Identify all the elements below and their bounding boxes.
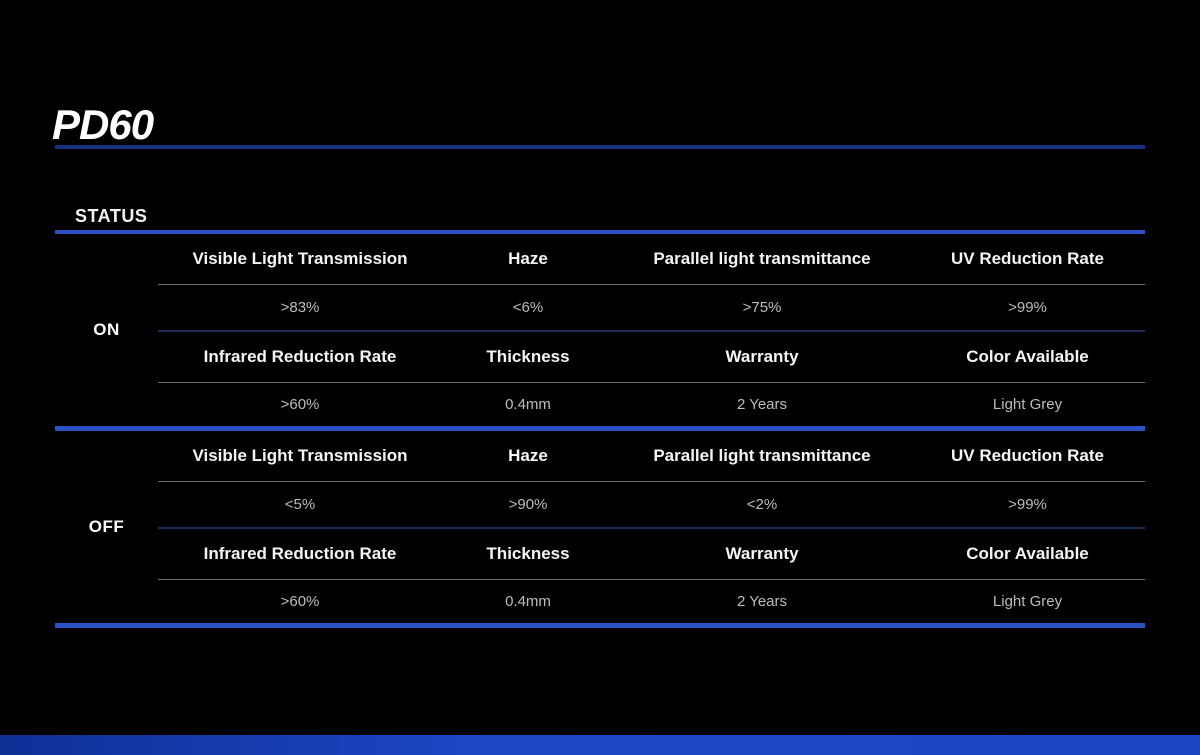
header-cell: Visible Light Transmission bbox=[192, 249, 408, 268]
state-label-on: ON bbox=[93, 320, 120, 339]
section-divider-blue bbox=[55, 426, 1145, 431]
header-cell: Visible Light Transmission bbox=[192, 446, 408, 465]
value-cell: 2 Years bbox=[736, 396, 788, 413]
value-row: <5% >90% <2% >99% bbox=[158, 482, 1145, 527]
row-divider-navy bbox=[158, 527, 1145, 529]
header-cell: Color Available bbox=[966, 544, 1089, 563]
value-cell: 0.4mm bbox=[505, 396, 551, 413]
title-underline-divider bbox=[55, 145, 1145, 149]
header-cell: Haze bbox=[508, 249, 548, 268]
status-underline-divider bbox=[55, 230, 1145, 234]
value-cell: >75% bbox=[742, 299, 782, 316]
header-cell: Thickness bbox=[486, 347, 570, 366]
header-cell: Warranty bbox=[725, 544, 799, 563]
header-cell: Thickness bbox=[486, 544, 570, 563]
value-cell: Light Grey bbox=[992, 396, 1063, 413]
bottom-accent-bar bbox=[0, 735, 1200, 755]
page-title: PD60 bbox=[52, 101, 154, 148]
header-cell: UV Reduction Rate bbox=[950, 249, 1105, 268]
value-cell: <2% bbox=[746, 496, 778, 513]
spec-section-off-content: Visible Light Transmission Haze Parallel… bbox=[158, 431, 1145, 623]
value-cell: 2 Years bbox=[736, 593, 788, 610]
state-label-off: OFF bbox=[88, 517, 125, 536]
table-bottom-divider-blue bbox=[55, 623, 1145, 628]
header-cell: Infrared Reduction Rate bbox=[203, 347, 397, 366]
value-cell: >90% bbox=[508, 496, 548, 513]
value-cell: <5% bbox=[284, 496, 316, 513]
header-cell: Infrared Reduction Rate bbox=[203, 544, 397, 563]
value-row: >60% 0.4mm 2 Years Light Grey bbox=[158, 580, 1145, 623]
spec-table: ON Visible Light Transmission Haze Paral… bbox=[55, 234, 1145, 628]
spec-section-on: ON Visible Light Transmission Haze Paral… bbox=[55, 234, 1145, 426]
value-cell: >60% bbox=[280, 396, 320, 413]
header-cell: Parallel light transmittance bbox=[653, 446, 871, 465]
row-divider-gray bbox=[158, 481, 1145, 482]
header-cell: UV Reduction Rate bbox=[950, 446, 1105, 465]
value-cell: Light Grey bbox=[992, 593, 1063, 610]
value-cell: >60% bbox=[280, 593, 320, 610]
value-cell: 0.4mm bbox=[505, 593, 551, 610]
row-divider-navy bbox=[158, 330, 1145, 332]
header-row: Infrared Reduction Rate Thickness Warran… bbox=[158, 332, 1145, 382]
header-cell: Haze bbox=[508, 446, 548, 465]
value-row: >83% <6% >75% >99% bbox=[158, 285, 1145, 330]
header-cell: Parallel light transmittance bbox=[653, 249, 871, 268]
header-cell: Warranty bbox=[725, 347, 799, 366]
spec-section-off: OFF Visible Light Transmission Haze Para… bbox=[55, 431, 1145, 623]
header-row: Visible Light Transmission Haze Parallel… bbox=[158, 431, 1145, 481]
value-row: >60% 0.4mm 2 Years Light Grey bbox=[158, 383, 1145, 426]
value-cell: >83% bbox=[280, 299, 320, 316]
header-row: Infrared Reduction Rate Thickness Warran… bbox=[158, 529, 1145, 579]
row-divider-gray bbox=[158, 382, 1145, 383]
status-heading: STATUS bbox=[75, 206, 148, 226]
row-divider-gray bbox=[158, 284, 1145, 285]
spec-section-on-content: Visible Light Transmission Haze Parallel… bbox=[158, 234, 1145, 426]
row-divider-gray bbox=[158, 579, 1145, 580]
value-cell: <6% bbox=[512, 299, 544, 316]
value-cell: >99% bbox=[1008, 496, 1047, 513]
value-cell: >99% bbox=[1008, 299, 1047, 316]
header-cell: Color Available bbox=[966, 347, 1089, 366]
header-row: Visible Light Transmission Haze Parallel… bbox=[158, 234, 1145, 284]
